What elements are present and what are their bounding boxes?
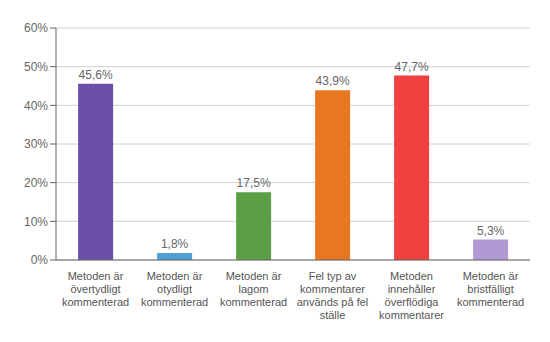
svg-text:10%: 10% xyxy=(24,215,48,229)
svg-text:Metoden ärotydligtkommenterad: Metoden ärotydligtkommenterad xyxy=(141,270,208,308)
svg-text:Metodeninnehålleröverflödigako: Metodeninnehålleröverflödigakommentarer xyxy=(379,270,444,321)
svg-text:17,5%: 17,5% xyxy=(237,176,271,190)
svg-text:45,6%: 45,6% xyxy=(79,68,113,82)
svg-text:20%: 20% xyxy=(24,176,48,190)
svg-text:0%: 0% xyxy=(31,253,49,267)
svg-text:60%: 60% xyxy=(24,21,48,35)
svg-text:1,8%: 1,8% xyxy=(161,237,189,251)
svg-text:30%: 30% xyxy=(24,137,48,151)
svg-text:Metoden ärlagomkommenterad: Metoden ärlagomkommenterad xyxy=(220,270,287,308)
svg-text:Metoden ärövertydligtkommenter: Metoden ärövertydligtkommenterad xyxy=(62,270,129,308)
svg-text:Fel typ avkommentareranvänds p: Fel typ avkommentareranvänds på felställ… xyxy=(297,270,369,321)
svg-text:Metoden ärbristfälligtkommente: Metoden ärbristfälligtkommenterad xyxy=(457,270,524,308)
svg-text:40%: 40% xyxy=(24,99,48,113)
svg-text:5,3%: 5,3% xyxy=(477,224,505,238)
svg-text:47,7%: 47,7% xyxy=(395,60,429,74)
svg-text:50%: 50% xyxy=(24,60,48,74)
svg-text:43,9%: 43,9% xyxy=(316,74,350,88)
